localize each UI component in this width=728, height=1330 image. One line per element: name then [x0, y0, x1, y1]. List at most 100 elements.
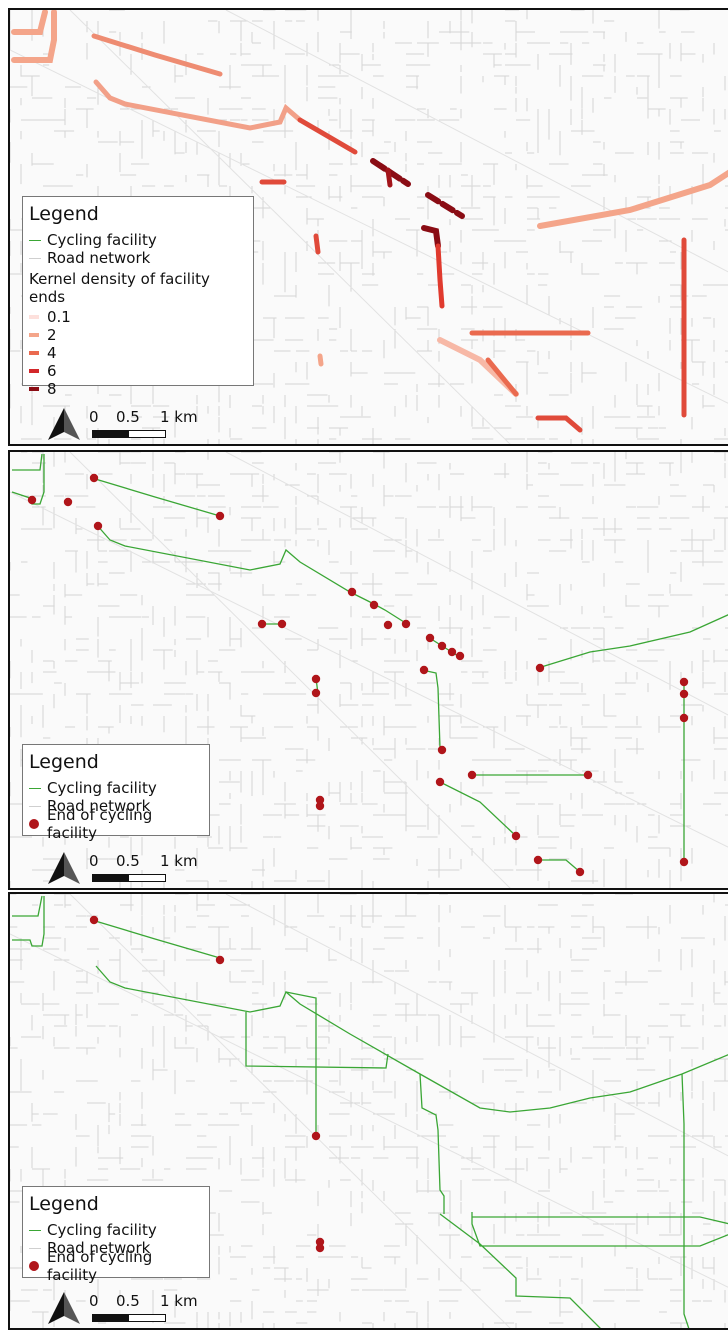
facility-end-point [315, 1237, 325, 1247]
legend-label: Cycling facility [47, 231, 157, 249]
green-line-icon [29, 1229, 41, 1231]
facility-end-point [575, 867, 585, 877]
legend-class-label: 2 [47, 326, 57, 344]
legend-label: Road network [47, 249, 151, 267]
scale-bar-graphic [92, 430, 166, 438]
map-canvas[interactable] [10, 894, 728, 1330]
facility-end-point [467, 770, 477, 780]
scale-bar-graphic [92, 874, 166, 882]
map-legend: Legend Cycling facility Road network End… [22, 744, 210, 842]
kernel-density-lines [11, 10, 728, 433]
facility-end-points [89, 915, 325, 1253]
facility-end-point [315, 1243, 325, 1253]
legend-class: 4 [29, 344, 247, 362]
scale-label-unit: 1 km [160, 1292, 198, 1310]
facility-end-point [369, 600, 379, 610]
legend-item-cycling-facility: Cycling facility [29, 779, 203, 797]
red-dot-icon [29, 819, 39, 829]
gray-line-icon [29, 257, 41, 259]
facility-end-point [89, 473, 99, 483]
facility-end-points [27, 473, 689, 877]
density-swatch-icon [29, 333, 39, 337]
kernel-density-panel: Legend Cycling facility Road network Ker… [8, 8, 728, 446]
facility-end-point [401, 619, 411, 629]
north-arrow-icon [48, 408, 80, 440]
scale-label-half: 0.5 [116, 408, 140, 426]
scale-label-zero: 0 [89, 408, 99, 426]
facility-end-point [215, 955, 225, 965]
legend-class-label: 0.1 [47, 308, 71, 326]
legend-item-end-of-facility: End of cycling facility [29, 806, 203, 842]
map-legend: Legend Cycling facility Road network End… [22, 1186, 210, 1284]
facility-end-point [311, 1131, 321, 1141]
scale-bar-graphic [92, 1314, 166, 1322]
facility-end-point [277, 619, 287, 629]
density-swatch-icon [29, 369, 39, 373]
facility-end-point [89, 915, 99, 925]
facility-end-point [535, 663, 545, 673]
facility-end-point [679, 857, 689, 867]
legend-class-label: 8 [47, 380, 57, 398]
facility-end-point [311, 688, 321, 698]
facility-end-point [383, 620, 393, 630]
connected-network-panel: Legend Cycling facility Road network End… [8, 892, 728, 1330]
legend-label: End of cycling facility [47, 1248, 153, 1284]
legend-class: 0.1 [29, 308, 247, 326]
legend-class: 8 [29, 380, 247, 398]
facility-end-point [419, 665, 429, 675]
density-swatch-icon [29, 351, 39, 355]
facility-end-point [93, 521, 103, 531]
legend-item-cycling-facility: Cycling facility [29, 1221, 203, 1239]
facility-end-point [347, 587, 357, 597]
scale-label-unit: 1 km [160, 852, 198, 870]
facility-ends-panel: Legend Cycling facility Road network End… [8, 450, 728, 890]
facility-end-point [215, 511, 225, 521]
scale-label-zero: 0 [89, 852, 99, 870]
legend-class-label: 4 [47, 344, 57, 362]
scale-label-zero: 0 [89, 1292, 99, 1310]
facility-end-point [511, 831, 521, 841]
gray-line-icon [29, 1247, 41, 1249]
facility-end-point [533, 855, 543, 865]
north-arrow-icon [48, 1292, 80, 1324]
legend-title: Legend [29, 203, 99, 225]
legend-label: Road network [47, 797, 151, 815]
facility-end-point [315, 795, 325, 805]
density-swatch-icon [29, 387, 39, 391]
gray-line-icon [29, 805, 41, 807]
legend-label: Road network [47, 1239, 151, 1257]
facility-end-point [435, 777, 445, 787]
legend-section-title: Kernel density of facility ends [29, 270, 210, 306]
north-arrow-icon [48, 852, 80, 884]
legend-title: Legend [29, 1193, 99, 1215]
facility-end-point [455, 651, 465, 661]
legend-title: Legend [29, 751, 99, 773]
legend-item-road-network: Road network [29, 1239, 203, 1257]
facility-end-point [311, 674, 321, 684]
red-dot-icon [29, 1261, 39, 1271]
facility-end-point [447, 647, 457, 657]
facility-end-point [679, 713, 689, 723]
density-swatch-icon [29, 315, 39, 319]
cycling-facility-lines [12, 895, 728, 1328]
scale-label-half: 0.5 [116, 852, 140, 870]
facility-end-point [63, 497, 73, 507]
facility-end-point [679, 677, 689, 687]
scale-label-half: 0.5 [116, 1292, 140, 1310]
legend-class-label: 6 [47, 362, 57, 380]
legend-item-road-network: Road network [29, 797, 203, 815]
scale-label-unit: 1 km [160, 408, 198, 426]
legend-label: Cycling facility [47, 1221, 157, 1239]
facility-end-point [437, 641, 447, 651]
facility-end-point [257, 619, 267, 629]
legend-label: End of cycling facility [47, 806, 153, 842]
facility-end-point [425, 633, 435, 643]
legend-label: Cycling facility [47, 779, 157, 797]
facility-end-point [583, 770, 593, 780]
facility-end-point [315, 801, 325, 811]
map-legend: Legend Cycling facility Road network Ker… [22, 196, 254, 398]
green-line-icon [29, 239, 41, 241]
legend-class: 2 [29, 326, 247, 344]
facility-end-point [437, 745, 447, 755]
legend-item-end-of-facility: End of cycling facility [29, 1248, 203, 1284]
